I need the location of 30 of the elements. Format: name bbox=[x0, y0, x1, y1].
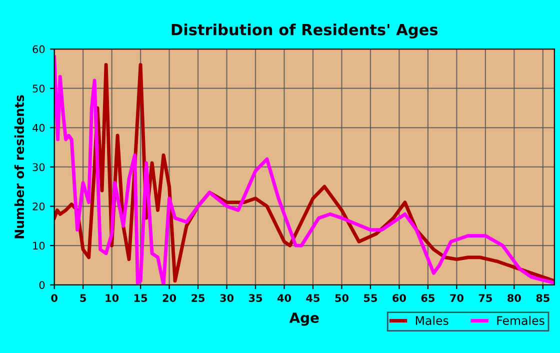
x-tick-label: 40 bbox=[277, 294, 291, 302]
x-tick-label: 55 bbox=[364, 294, 377, 302]
y-tick-label: 0 bbox=[39, 281, 45, 289]
x-tick-label: 10 bbox=[106, 294, 119, 302]
x-tick-label: 75 bbox=[478, 294, 492, 302]
x-tick-label: 20 bbox=[162, 294, 176, 302]
legend-label: Males bbox=[416, 316, 448, 326]
x-tick-label: 70 bbox=[450, 294, 464, 302]
x-tick-label: 5 bbox=[80, 294, 86, 302]
x-tick-label: 65 bbox=[421, 294, 434, 302]
y-tick-label: 20 bbox=[32, 202, 45, 210]
x-axis-title: Age bbox=[289, 312, 319, 326]
y-tick-label: 30 bbox=[32, 163, 45, 172]
x-tick-label: 85 bbox=[536, 294, 550, 302]
chart-title: Distribution of Residents' Ages bbox=[172, 24, 438, 38]
x-tick-label: 25 bbox=[192, 294, 205, 302]
y-tick-label: 60 bbox=[32, 45, 45, 54]
x-tick-label: 30 bbox=[220, 294, 234, 302]
x-tick-label: 0 bbox=[51, 294, 58, 302]
legend-label: Females bbox=[497, 316, 544, 326]
x-tick-label: 35 bbox=[248, 294, 262, 302]
y-tick-label: 40 bbox=[32, 124, 45, 132]
x-tick-label: 45 bbox=[306, 294, 320, 302]
x-tick-label: 80 bbox=[508, 294, 521, 302]
x-tick-label: 15 bbox=[134, 294, 148, 302]
x-tick-label: 50 bbox=[335, 294, 348, 302]
x-tick-label: 60 bbox=[392, 294, 406, 302]
y-tick-label: 50 bbox=[32, 84, 45, 92]
y-axis-title: Number of residents bbox=[14, 95, 24, 238]
y-tick-label: 10 bbox=[33, 242, 45, 250]
